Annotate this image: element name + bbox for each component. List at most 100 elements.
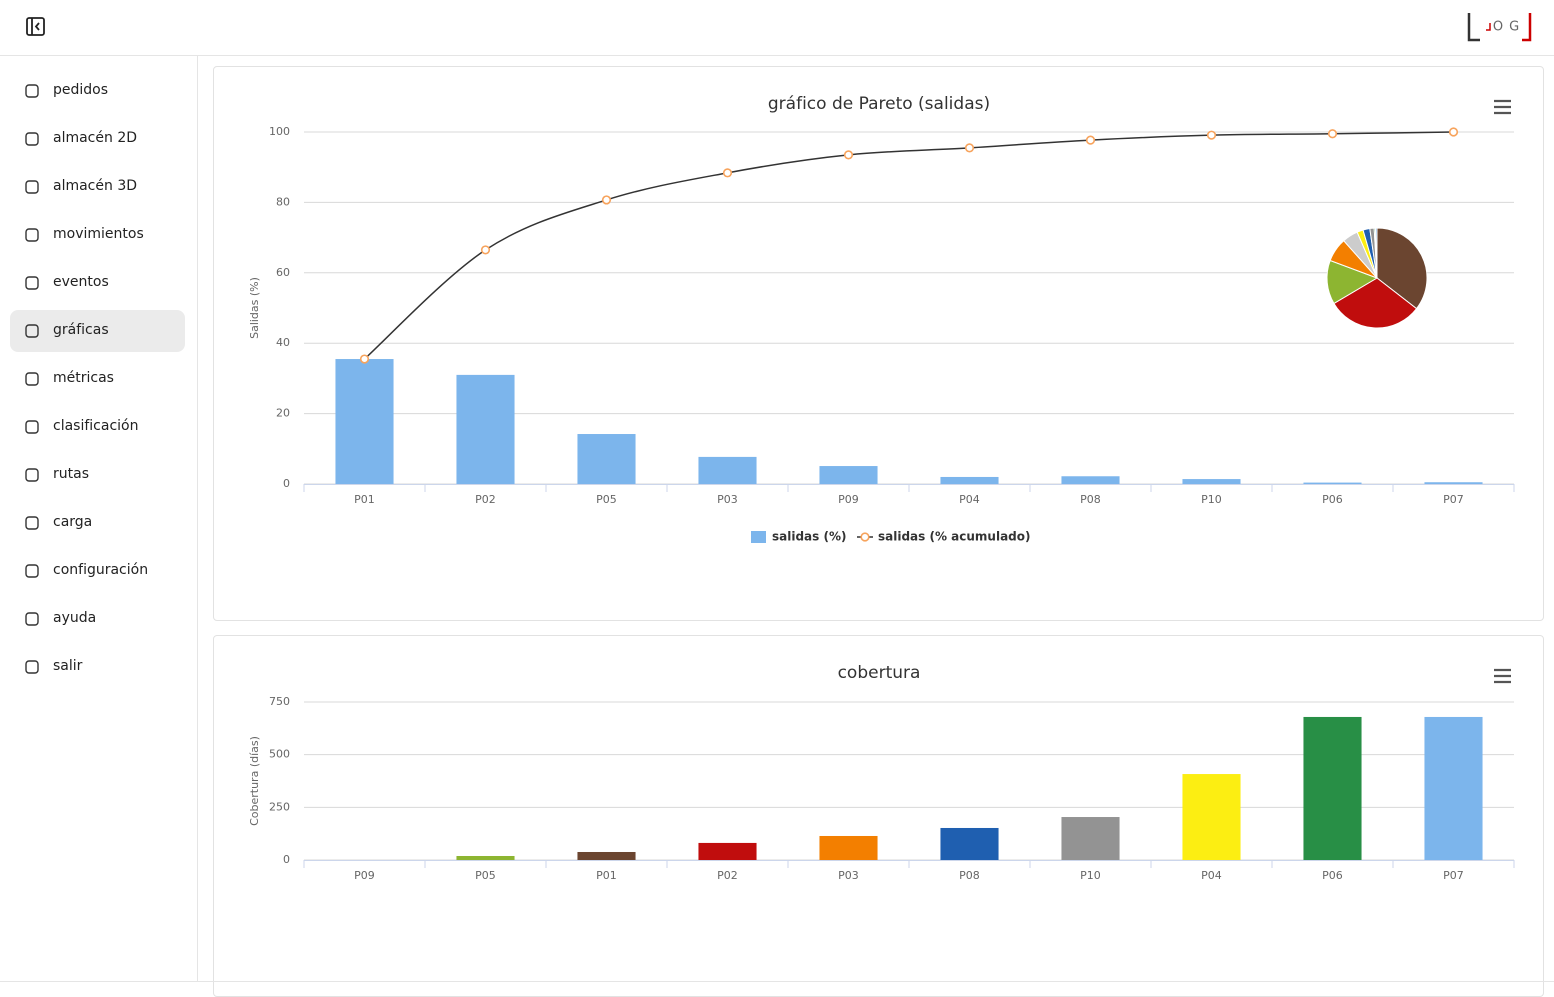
line-marker	[1085, 135, 1096, 145]
x-tick-label: P03	[717, 493, 738, 506]
nav-icon	[25, 372, 39, 386]
y-axis-title: Cobertura (días)	[248, 736, 261, 826]
pie-slice	[1333, 277, 1418, 329]
legend-label: salidas (%)	[772, 530, 846, 544]
nav-label: métricas	[53, 370, 114, 386]
x-tick-label: P03	[838, 869, 859, 882]
x-tick-label: P08	[959, 869, 980, 882]
y-tick-label: 0	[283, 477, 290, 490]
nav-item[interactable]: ayuda	[10, 598, 185, 640]
nav-item[interactable]: clasificación	[10, 406, 185, 448]
x-tick-label: P06	[1322, 493, 1343, 506]
line-marker	[1206, 130, 1217, 140]
cobertura-card: cobertura Cobertura (días) 0 250 500 750 P09 P0…	[213, 635, 1544, 997]
line-marker	[722, 168, 733, 178]
nav-label: rutas	[53, 466, 89, 482]
logo: OG	[1467, 13, 1532, 42]
nav-icon	[25, 564, 39, 578]
y-tick-label: 0	[283, 853, 290, 866]
divider	[0, 981, 1554, 982]
line-marker	[1448, 127, 1459, 137]
nav-label: movimientos	[53, 226, 144, 242]
bar	[335, 359, 394, 484]
bar	[819, 835, 878, 860]
bar	[1061, 476, 1120, 484]
chart: cobertura Cobertura (días) 0 250 500 750 P09 P0…	[248, 663, 1515, 882]
nav-item[interactable]: pedidos	[10, 70, 185, 112]
nav-item[interactable]: almacén 2D	[10, 118, 185, 160]
line-marker	[1327, 129, 1338, 139]
bar	[1182, 479, 1241, 484]
nav-item[interactable]: movimientos	[10, 214, 185, 256]
collapse-sidebar-button[interactable]	[26, 17, 46, 37]
nav-icon	[25, 132, 39, 146]
x-tick-label: P01	[354, 493, 375, 506]
x-tick-label: P08	[1080, 493, 1101, 506]
x-tick-label: P10	[1080, 869, 1101, 882]
sidebar: pedidos almacén 2D almacén 3D movimientos ev…	[0, 56, 198, 981]
line-marker	[843, 150, 854, 160]
x-tick-label: P01	[596, 869, 617, 882]
nav-label: carga	[53, 514, 93, 530]
y-tick-label: 250	[269, 800, 290, 813]
legend-swatch	[751, 531, 766, 543]
x-tick-label: P07	[1443, 493, 1464, 506]
nav-icon	[25, 276, 39, 290]
nav-icon	[25, 660, 39, 674]
y-tick-label: 20	[276, 407, 290, 420]
nav-item[interactable]: configuración	[10, 550, 185, 592]
nav-icon	[25, 84, 39, 98]
x-tick-label: P05	[596, 493, 617, 506]
chart-title: cobertura	[838, 663, 921, 683]
nav-icon	[25, 468, 39, 482]
bar	[577, 851, 636, 860]
line-marker	[601, 195, 612, 205]
nav-label: ayuda	[53, 610, 97, 626]
legend-label: salidas (% acumulado)	[878, 530, 1031, 544]
pareto-card: gráfico de Pareto (salidas) Salidas (%) 0 2…	[213, 66, 1544, 621]
pie-slice	[1376, 227, 1428, 310]
nav-item[interactable]: carga	[10, 502, 185, 544]
y-tick-label: 40	[276, 336, 290, 349]
x-tick-label: P02	[475, 493, 496, 506]
x-tick-label: P09	[354, 869, 375, 882]
y-tick-label: 80	[276, 195, 290, 208]
bar	[1182, 774, 1241, 860]
menu-button[interactable]	[1494, 668, 1512, 684]
y-tick-label: 750	[269, 695, 290, 708]
nav-item[interactable]: gráficas	[10, 310, 185, 352]
nav-item[interactable]: almacén 3D	[10, 166, 185, 208]
legend-marker	[860, 532, 870, 542]
bar	[1303, 716, 1362, 860]
nav-label: clasificación	[53, 418, 139, 434]
nav-label: salir	[53, 658, 83, 674]
bar	[456, 855, 515, 860]
bar	[819, 466, 878, 484]
x-tick-label: P07	[1443, 869, 1464, 882]
nav-icon	[25, 612, 39, 626]
y-axis-title: Salidas (%)	[248, 277, 261, 339]
bar	[1303, 482, 1362, 484]
y-tick-label: 60	[276, 266, 290, 279]
bar	[698, 456, 757, 484]
x-tick-label: P04	[1201, 869, 1222, 882]
nav-item[interactable]: salir	[10, 646, 185, 688]
x-tick-label: P10	[1201, 493, 1222, 506]
nav-item[interactable]: métricas	[10, 358, 185, 400]
nav-icon	[25, 420, 39, 434]
nav-item[interactable]: eventos	[10, 262, 185, 304]
nav-icon	[25, 516, 39, 530]
bar	[1424, 482, 1483, 484]
nav-item[interactable]: rutas	[10, 454, 185, 496]
x-tick-label: P09	[838, 493, 859, 506]
header: OG	[0, 0, 1554, 56]
pie-slice	[1374, 227, 1378, 279]
chart: gráfico de Pareto (salidas) Salidas (%) 0 2…	[248, 94, 1515, 544]
nav-label: almacén 2D	[53, 130, 138, 146]
x-tick-label: P05	[475, 869, 496, 882]
bar	[940, 827, 999, 860]
logo-text: OG	[1493, 20, 1525, 35]
nav-icon	[25, 228, 39, 242]
nav-icon	[25, 324, 39, 338]
menu-button[interactable]	[1494, 99, 1512, 115]
